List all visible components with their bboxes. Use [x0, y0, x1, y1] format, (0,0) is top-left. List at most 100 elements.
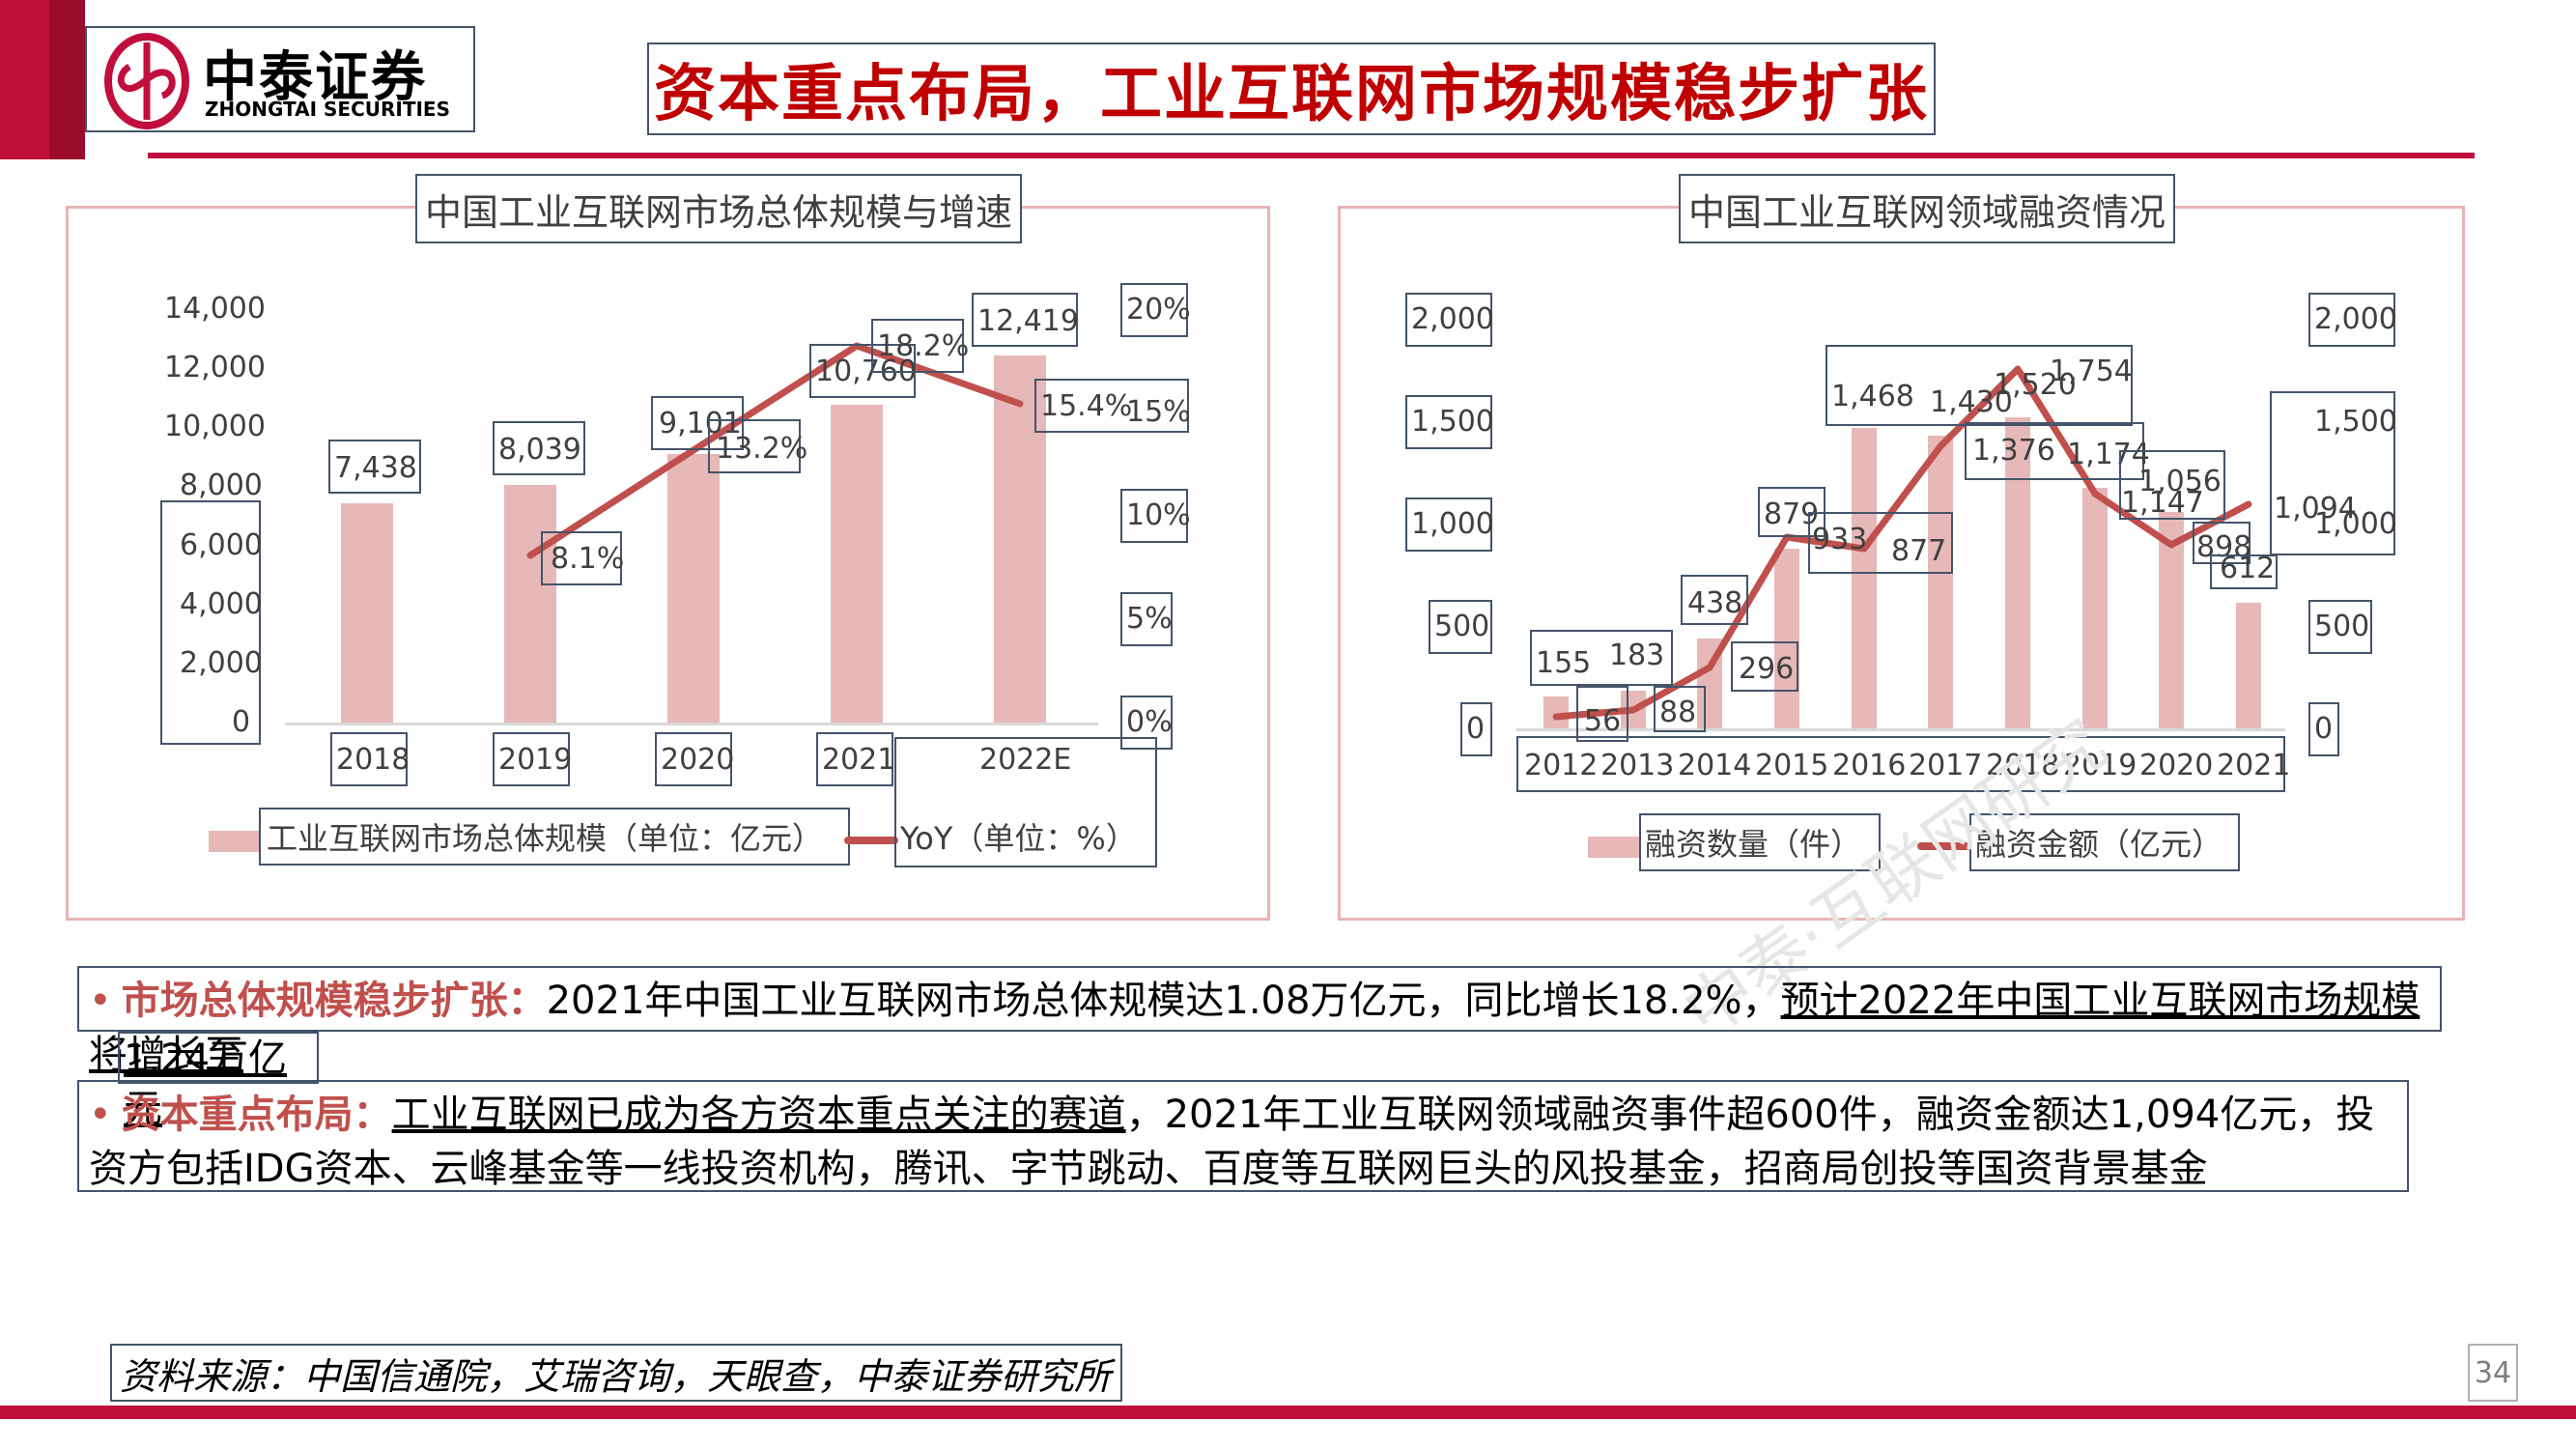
paragraph-underlined: 1.24万亿元: [124, 1037, 288, 1131]
paragraph-heading: 资本重点布局：: [121, 1093, 392, 1137]
x-tick-box: [816, 732, 893, 786]
legend-label-financing-count: 融资数量（件）: [1645, 826, 1862, 863]
paragraph-continuation: 1.24万亿元: [118, 1032, 319, 1131]
bar-2022e: [994, 355, 1046, 723]
footer-red-bar: [0, 1406, 2576, 1419]
logo-en-text: ZHONGTAI SECURITIES: [205, 98, 450, 121]
y-tick: 6,000: [180, 528, 263, 562]
y2-tick: 5%: [1126, 602, 1173, 636]
right-axis-tick-box: [1120, 696, 1173, 750]
x-tick: 2013: [1600, 749, 1675, 782]
y2-tick: 500: [2314, 610, 2370, 643]
line-label-2017: 1,376: [1972, 434, 2055, 468]
bar-2016: [1852, 428, 1877, 728]
legend-line-swatch: [1917, 842, 1971, 850]
x-tick: 2020: [2139, 749, 2214, 782]
bar-label-2020: 1,056: [2138, 465, 2222, 498]
x-tick: 2014: [1678, 749, 1752, 782]
y-tick: 12,000: [164, 351, 266, 384]
y2-tick: 20%: [1126, 293, 1191, 327]
legend-bar-swatch: [1588, 837, 1640, 858]
logo-emblem-icon: [104, 33, 189, 129]
legend-label-financing-amount: 融资金额（亿元）: [1975, 826, 2223, 863]
x-axis-line: [1516, 728, 2285, 731]
bar-label-2012: 155: [1536, 646, 1592, 680]
page-number: 34: [2468, 1344, 2518, 1402]
paragraph-body: 2021年中国工业互联网市场总体规模达1.08万亿元，同比增长18.2%，: [546, 979, 1781, 1023]
x-tick: 2019: [498, 743, 573, 777]
left-axis-tick-box: [1405, 293, 1492, 347]
paragraph-underlined: 工业互联网已成为各方资本重点关注的赛道: [391, 1093, 1126, 1137]
left-axis-tick-box: [1460, 702, 1492, 756]
bullet-icon: •: [89, 979, 112, 1023]
bar-2015: [1774, 549, 1799, 728]
bar-label-2017: 1,430: [1930, 385, 2013, 419]
page-title: 资本重点布局，工业互联网市场规模稳步扩张: [654, 59, 1929, 130]
bar-2018: [341, 503, 393, 723]
y-tick: 1,000: [1411, 507, 1494, 541]
y2-tick: 15%: [1126, 395, 1191, 429]
legend-item-financing-amount: [1969, 813, 2240, 871]
right-axis-tick-box: [2270, 391, 2395, 555]
data-label-box: [1576, 686, 1628, 742]
y2-tick: 1,000: [2314, 507, 2397, 541]
data-label-box: [328, 440, 421, 494]
y2-tick: 0: [2314, 712, 2334, 746]
company-logo: 中泰证券 ZHONGTAI SECURITIES: [85, 26, 475, 132]
x-tick: 2018: [336, 743, 410, 777]
left-axis-tick-box: [1405, 497, 1492, 552]
y-tick: 4,000: [180, 587, 263, 621]
data-label-box: [708, 419, 801, 473]
data-label-box: [1826, 345, 2133, 426]
x-axis-labels-box: [1516, 736, 2285, 792]
data-label-box: [2210, 554, 2278, 589]
paragraph-market-size: • 市场总体规模稳步扩张：2021年中国工业互联网市场总体规模达1.08万亿元，同…: [77, 966, 2442, 1077]
header-divider: [148, 153, 2475, 158]
bar-label-2013: 183: [1609, 639, 1665, 672]
x-tick: 2015: [1755, 749, 1829, 782]
x-tick-box: [493, 732, 570, 786]
bar-2019: [504, 485, 556, 723]
bar-label-2019: 8,039: [498, 433, 581, 467]
bar-2021: [831, 405, 883, 723]
x-tick: 2022E: [979, 743, 1072, 777]
data-label-box: [541, 531, 622, 585]
line-label-2019: 1,147: [2121, 486, 2204, 520]
logo-cn-text: 中泰证券: [203, 46, 427, 109]
y-tick: 14,000: [164, 292, 266, 326]
x-tick: 2016: [1832, 749, 1907, 782]
bar-label-2018: 1,520: [1994, 368, 2077, 402]
line-label-2013: 88: [1659, 696, 1697, 729]
bar-2020: [667, 454, 720, 723]
y2-tick: 1,500: [2314, 405, 2397, 439]
x-tick: 2021: [2217, 749, 2291, 782]
y-tick: 2,000: [180, 646, 263, 680]
x-tick: 2019: [2063, 749, 2137, 782]
right-axis-tick-box: [2308, 600, 2372, 654]
brand-red-bar: [0, 0, 49, 159]
yoy-label-2019: 8.1%: [551, 542, 625, 576]
y-tick: 500: [1434, 610, 1490, 643]
x-tick: 2021: [822, 743, 896, 777]
legend-item-financing-count: [1639, 813, 1881, 871]
yoy-label-2022e: 15.4%: [1040, 389, 1133, 423]
bar-label-2022e: 12,419: [977, 304, 1079, 338]
data-label-box: [1034, 379, 1189, 433]
market-size-chart-title: 中国工业互联网市场总体规模与增速: [415, 174, 1022, 243]
data-label-box: [1808, 512, 1953, 574]
left-axis-tick-box: [1429, 600, 1492, 654]
y-tick: 2,000: [1411, 302, 1494, 336]
legend-label-yoy: YoY（单位：%）: [900, 820, 1137, 857]
legend-label-market-size: 工业互联网市场总体规模（单位：亿元）: [267, 820, 824, 857]
line-label-2014: 296: [1739, 652, 1795, 686]
right-axis-tick-box: [1120, 592, 1173, 646]
brand-dark-red-bar: [49, 0, 85, 159]
paragraph-heading: 市场总体规模稳步扩张：: [121, 979, 547, 1023]
bar-label-2019: 1,174: [2067, 438, 2150, 471]
yoy-label-2021: 18.2%: [877, 329, 970, 363]
y-tick: 0: [1466, 712, 1486, 746]
data-label-box: [493, 421, 585, 475]
data-label-box: [1681, 575, 1748, 625]
x-tick: 2012: [1524, 749, 1599, 782]
